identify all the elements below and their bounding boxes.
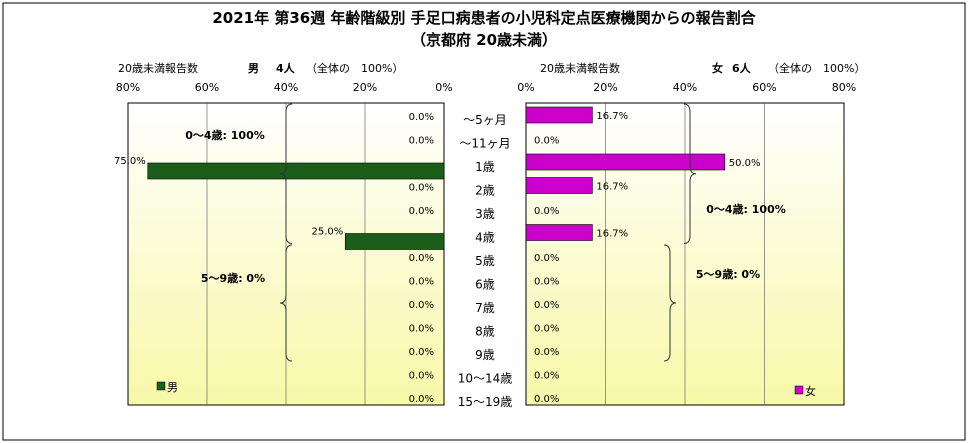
female-data-label: 50.0%: [729, 158, 761, 169]
female-data-label: 16.7%: [596, 229, 628, 240]
male-count: 4人: [276, 61, 296, 75]
male-legend-swatch: [156, 381, 166, 391]
male-data-label: 0.0%: [409, 136, 434, 147]
category-label: 3歳: [475, 207, 495, 221]
female-brace-0-4: [683, 103, 697, 244]
male-data-label: 0.0%: [409, 112, 434, 123]
female-tick-label: 40%: [673, 81, 697, 94]
female-data-label: 0.0%: [534, 300, 559, 311]
female-data-label: 16.7%: [596, 111, 628, 122]
male-tick-label: 0%: [435, 81, 452, 94]
female-legend-label: 女: [805, 384, 816, 398]
male-data-label: 0.0%: [409, 277, 434, 288]
male-group-label: 0～4歳: 100%: [185, 128, 265, 142]
category-label: 7歳: [475, 301, 495, 315]
male-header-label: 20歳未満報告数: [118, 62, 198, 75]
female-header-label: 20歳未満報告数: [540, 62, 620, 75]
male-data-label: 0.0%: [409, 253, 434, 264]
female-data-label: 0.0%: [534, 277, 559, 288]
category-label: ～5ヶ月: [463, 113, 507, 127]
category-label: 10～14歳: [458, 372, 513, 386]
category-label: 4歳: [475, 231, 495, 245]
female-tick-label: 20%: [593, 81, 617, 94]
male-data-label: 0.0%: [409, 324, 434, 335]
category-label: 2歳: [475, 184, 495, 198]
female-data-label: 16.7%: [596, 182, 628, 193]
female-legend-swatch: [794, 385, 804, 395]
male-brace-0-4: [279, 103, 293, 244]
male-gender: 男: [248, 62, 259, 75]
female-data-label: 0.0%: [534, 206, 559, 217]
male-note: （全体の 100%）: [306, 61, 403, 75]
male-group-label: 5～9歳: 0%: [201, 271, 265, 285]
female-bar: [525, 153, 726, 171]
male-legend-label: 男: [167, 381, 178, 394]
male-data-label: 25.0%: [311, 227, 343, 238]
female-tick-label: 60%: [752, 81, 776, 94]
category-label: 5歳: [475, 254, 495, 268]
category-label: 8歳: [475, 325, 495, 339]
female-bar: [525, 224, 593, 241]
female-gender: 女: [712, 61, 723, 75]
male-tick-label: 60%: [195, 81, 219, 94]
category-label: 15～19歳: [458, 395, 513, 409]
female-bar: [525, 106, 593, 124]
female-group-label: 5～9歳: 0%: [696, 267, 760, 281]
male-tick-label: 80%: [116, 81, 140, 94]
female-count: 6人: [732, 61, 752, 75]
female-bar: [525, 177, 593, 194]
female-data-label: 0.0%: [534, 136, 559, 147]
male-data-label: 0.0%: [409, 394, 434, 405]
female-note: （全体の 100%）: [768, 61, 865, 75]
chart-subtitle: （京都府 20歳未満）: [411, 31, 557, 49]
female-tick-label: 0%: [517, 81, 534, 94]
chart-title: 2021年 第36週 年齢階級別 手足口病患者の小児科定点医療機関からの報告割合: [212, 9, 756, 27]
female-data-label: 0.0%: [534, 324, 559, 335]
male-bar: [344, 233, 445, 250]
category-label: ～11ヶ月: [459, 137, 510, 151]
male-tick-label: 40%: [274, 81, 298, 94]
male-data-label: 0.0%: [409, 183, 434, 194]
female-tick-label: 80%: [832, 81, 856, 94]
male-bar: [147, 162, 445, 180]
male-data-label: 0.0%: [409, 206, 434, 217]
male-data-label: 0.0%: [409, 371, 434, 382]
female-data-label: 0.0%: [534, 394, 559, 405]
female-group-label: 0～4歳: 100%: [706, 202, 786, 216]
male-tick-label: 20%: [353, 81, 377, 94]
female-data-label: 0.0%: [534, 347, 559, 358]
male-brace-5-9: [279, 244, 293, 362]
male-data-label: 75.0%: [114, 156, 146, 167]
category-label: 1歳: [475, 160, 495, 174]
female-data-label: 0.0%: [534, 253, 559, 264]
female-brace-5-9: [663, 244, 677, 362]
category-label: 6歳: [475, 278, 495, 292]
female-data-label: 0.0%: [534, 371, 559, 382]
category-label: 9歳: [475, 348, 495, 362]
male-data-label: 0.0%: [409, 347, 434, 358]
male-data-label: 0.0%: [409, 300, 434, 311]
